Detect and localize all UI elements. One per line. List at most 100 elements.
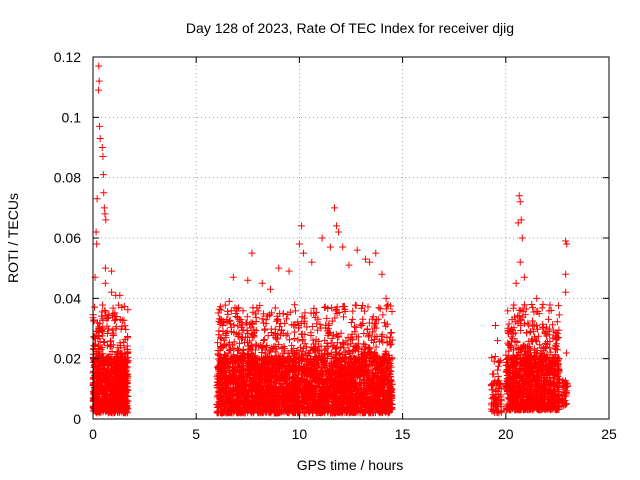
data-point	[247, 381, 255, 389]
data-point	[282, 386, 290, 394]
data-point	[235, 331, 243, 339]
data-point	[376, 305, 384, 313]
data-point	[227, 404, 235, 412]
data-point	[249, 373, 257, 381]
data-point	[122, 404, 130, 412]
data-point	[339, 338, 347, 346]
data-point	[98, 382, 106, 390]
data-point	[97, 388, 105, 396]
data-point	[223, 355, 231, 363]
data-point	[379, 311, 387, 319]
data-point	[226, 316, 234, 324]
data-point	[331, 383, 339, 391]
data-point	[328, 317, 336, 325]
data-point	[349, 359, 357, 367]
data-point	[350, 323, 358, 331]
data-point	[233, 403, 241, 411]
data-point	[268, 392, 276, 400]
data-point	[363, 393, 371, 401]
data-point	[299, 354, 307, 362]
data-point	[265, 348, 273, 356]
data-point	[337, 343, 345, 351]
data-point	[294, 318, 302, 326]
data-point	[103, 329, 111, 337]
data-point	[227, 397, 235, 405]
data-point	[496, 358, 504, 366]
data-point	[368, 336, 376, 344]
data-point	[309, 322, 317, 330]
data-point	[310, 384, 318, 392]
data-point	[369, 358, 377, 366]
data-point	[323, 340, 331, 348]
data-point	[301, 340, 309, 348]
data-point	[306, 366, 314, 374]
data-point	[264, 332, 272, 340]
data-point	[370, 335, 378, 343]
data-point	[252, 326, 260, 334]
data-point	[228, 391, 236, 399]
data-point	[110, 383, 118, 391]
data-point	[109, 331, 117, 339]
data-point	[368, 315, 376, 323]
data-point	[375, 304, 383, 312]
data-point	[343, 406, 351, 414]
data-point	[382, 350, 390, 358]
data-point	[344, 361, 352, 369]
data-point	[101, 362, 109, 370]
data-point	[215, 400, 223, 408]
data-point	[335, 333, 343, 341]
data-point	[113, 349, 121, 357]
data-point	[332, 355, 340, 363]
data-point	[246, 354, 254, 362]
data-point	[232, 356, 240, 364]
data-point	[118, 322, 126, 330]
data-point	[318, 387, 326, 395]
data-point	[521, 301, 529, 309]
data-point	[103, 402, 111, 410]
data-point	[101, 390, 109, 398]
data-point	[110, 312, 118, 320]
data-point	[299, 335, 307, 343]
data-point	[91, 358, 99, 366]
data-point	[383, 334, 391, 342]
data-point	[318, 407, 326, 415]
data-point	[298, 363, 306, 371]
data-point	[491, 400, 499, 408]
data-point	[388, 307, 396, 315]
data-point	[216, 303, 224, 311]
data-point	[336, 367, 344, 375]
data-point	[352, 343, 360, 351]
data-point	[112, 355, 120, 363]
data-point	[352, 408, 360, 416]
data-point	[496, 380, 504, 388]
data-point	[374, 315, 382, 323]
data-point	[237, 406, 245, 414]
data-point	[214, 375, 222, 383]
data-point	[367, 394, 375, 402]
data-point	[251, 388, 259, 396]
data-points	[89, 62, 572, 417]
data-point	[246, 377, 254, 385]
data-point	[330, 369, 338, 377]
data-point	[242, 358, 250, 366]
data-point	[214, 339, 222, 347]
data-point	[266, 378, 274, 386]
data-point	[261, 364, 269, 372]
data-point	[216, 334, 224, 342]
data-point	[370, 398, 378, 406]
data-point	[92, 368, 100, 376]
data-point	[372, 316, 380, 324]
data-point	[376, 387, 384, 395]
data-point	[260, 390, 268, 398]
data-point	[495, 384, 503, 392]
data-point	[337, 362, 345, 370]
data-point	[218, 391, 226, 399]
data-point	[237, 407, 245, 415]
data-point	[237, 316, 245, 324]
data-point	[259, 344, 267, 352]
data-point	[378, 377, 386, 385]
data-point	[106, 395, 114, 403]
data-point	[365, 319, 373, 327]
data-point	[362, 404, 370, 412]
data-point	[100, 339, 108, 347]
